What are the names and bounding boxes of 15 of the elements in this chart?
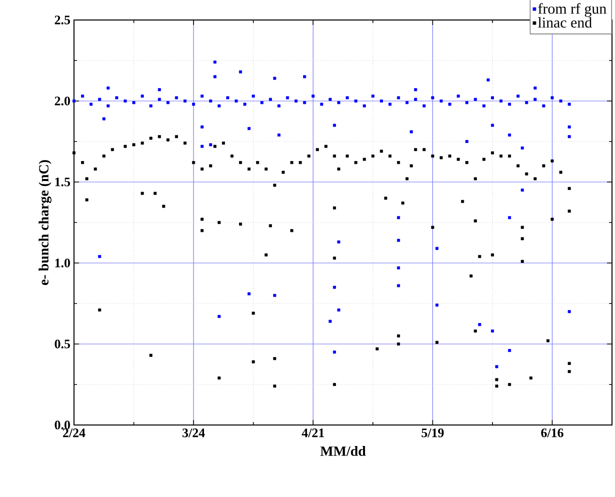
legend-label: from rf gun: [538, 3, 606, 17]
y-tick-label: 1.0: [55, 258, 70, 268]
y-tick-label: 2.5: [54, 16, 70, 24]
x-tick-label: 4/21: [302, 428, 324, 438]
x-tick-label: 3/24: [182, 428, 205, 438]
x-tick-label: 2/24: [63, 428, 86, 438]
legend-label: linac end: [538, 17, 592, 28]
y-tick-label: 1.5: [55, 178, 70, 186]
y-tick-label: 0.0: [54, 420, 70, 430]
y-axis-title: e- bunch charge (nC): [38, 160, 52, 285]
x-tick-label: 6/16: [541, 428, 564, 438]
y-tick-label: 0.5: [54, 340, 70, 348]
x-axis-title: MM/dd: [320, 446, 366, 456]
x-tick-label: 5/19: [422, 428, 444, 438]
y-tick-label: 2.0: [54, 96, 70, 106]
